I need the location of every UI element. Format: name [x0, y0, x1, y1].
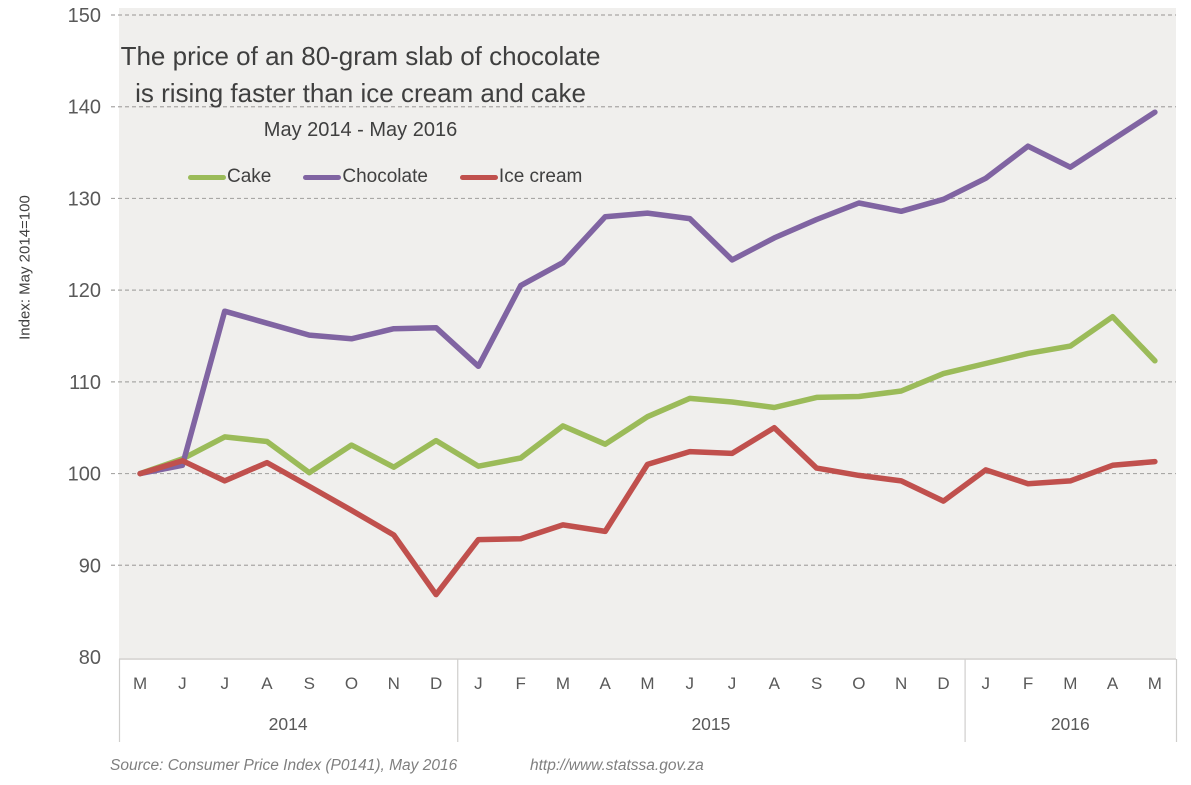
month-label-5: O: [345, 674, 358, 693]
legend-swatch-cake: [188, 174, 226, 180]
chart-legend: Cake Chocolate Ice cream: [188, 166, 582, 188]
month-label-15: A: [769, 674, 781, 693]
legend-item-chocolate: Chocolate: [303, 166, 428, 188]
month-label-1: J: [178, 674, 187, 693]
month-label-9: F: [515, 674, 525, 693]
series-line-chocolate: [137, 109, 1158, 477]
month-label-24: M: [1148, 674, 1162, 693]
y-tick-label-140: 140: [68, 97, 101, 119]
month-label-0: M: [133, 674, 147, 693]
y-tick-label-110: 110: [69, 372, 101, 394]
month-label-11: A: [600, 674, 612, 693]
year-label-2016: 2016: [1051, 714, 1090, 734]
month-label-8: J: [474, 674, 483, 693]
month-label-6: N: [388, 674, 400, 693]
series-line-cake: [137, 313, 1158, 477]
month-label-13: J: [686, 674, 695, 693]
month-label-23: A: [1107, 674, 1119, 693]
legend-label-cake: Cake: [227, 166, 272, 187]
source-text: Source: Consumer Price Index (P0141), Ma…: [110, 757, 458, 774]
y-tick-label-100: 100: [68, 464, 101, 486]
series-line-ice-cream: [137, 424, 1158, 598]
year-label-2014: 2014: [269, 714, 308, 734]
legend-swatch-icecream: [459, 174, 498, 180]
month-label-18: N: [895, 674, 907, 693]
month-label-2: J: [220, 674, 229, 693]
month-label-20: J: [981, 674, 990, 693]
y-axis-title: Index: May 2014=100: [16, 195, 34, 340]
month-label-12: M: [640, 674, 654, 693]
legend-label-icecream: Ice cream: [498, 166, 583, 187]
legend-label-chocolate: Chocolate: [342, 166, 428, 187]
month-label-17: O: [852, 674, 865, 693]
month-label-7: D: [430, 674, 442, 693]
month-label-21: F: [1023, 674, 1033, 693]
legend-item-cake: Cake: [188, 166, 271, 188]
year-label-2015: 2015: [691, 714, 730, 734]
source-url: http://www.statssa.gov.za: [530, 757, 704, 774]
y-tick-label-130: 130: [68, 188, 101, 210]
plot-background: [119, 8, 1176, 660]
y-tick-label-150: 150: [68, 5, 101, 27]
month-label-3: A: [261, 674, 273, 693]
month-label-22: M: [1063, 674, 1077, 693]
y-tick-label-120: 120: [68, 280, 101, 302]
y-tick-label-90: 90: [79, 555, 101, 577]
legend-swatch-chocolate: [303, 174, 342, 180]
y-tick-label-80: 80: [79, 647, 101, 669]
month-label-4: S: [304, 674, 315, 693]
month-label-10: M: [556, 674, 570, 693]
legend-item-icecream: Ice cream: [459, 166, 583, 188]
month-label-19: D: [937, 674, 949, 693]
month-label-16: S: [811, 674, 822, 693]
month-label-14: J: [728, 674, 737, 693]
